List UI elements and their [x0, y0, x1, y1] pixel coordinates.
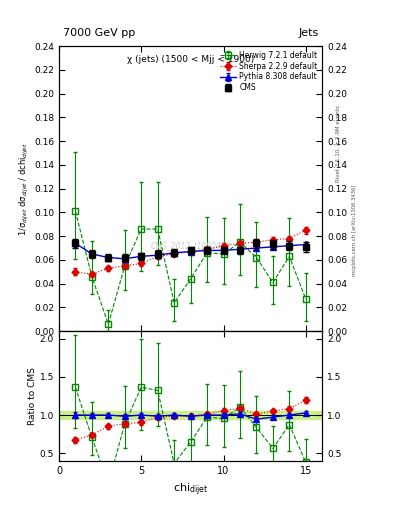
Bar: [59, 411, 322, 419]
Text: 7000 GeV pp: 7000 GeV pp: [63, 28, 135, 38]
Text: CMS_2012_I1090423: CMS_2012_I1090423: [151, 241, 231, 250]
Text: Jets: Jets: [298, 28, 318, 38]
Y-axis label: 1/σ$_{dijet}$ dσ$_{dijet}$ / dchi$_{dijet}$: 1/σ$_{dijet}$ dσ$_{dijet}$ / dchi$_{dije…: [18, 142, 31, 236]
Legend: Herwig 7.2.1 default, Sherpa 2.2.9 default, Pythia 8.308 default, CMS: Herwig 7.2.1 default, Sherpa 2.2.9 defau…: [217, 48, 321, 95]
Text: Rivet 3.1.10, ≥ 2.9M events: Rivet 3.1.10, ≥ 2.9M events: [336, 105, 341, 182]
Text: mcplots.cern.ch [arXiv:1306.3436]: mcplots.cern.ch [arXiv:1306.3436]: [352, 185, 357, 276]
X-axis label: chi$_{\rm dijet}$: chi$_{\rm dijet}$: [173, 481, 208, 498]
Y-axis label: Ratio to CMS: Ratio to CMS: [28, 367, 37, 425]
Text: χ (jets) (1500 < Mjj < 1900): χ (jets) (1500 < Mjj < 1900): [127, 55, 254, 63]
